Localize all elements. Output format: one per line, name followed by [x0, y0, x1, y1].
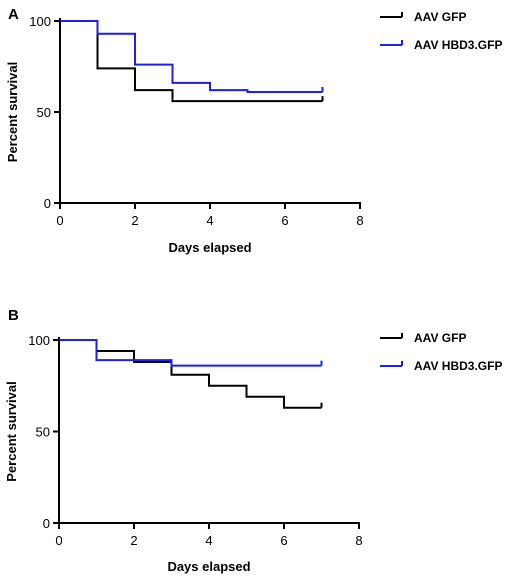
- y-tick-label: 50: [37, 105, 51, 120]
- x-tick-label: 2: [131, 213, 138, 228]
- series-line-aav-hbd3-gfp: [60, 20, 323, 93]
- y-tick-label: 100: [29, 14, 51, 29]
- y-tick-label: 50: [36, 425, 50, 440]
- x-tick-label: 0: [56, 213, 63, 228]
- x-tick-label: 0: [55, 533, 62, 548]
- series-line-aav-gfp: [60, 20, 323, 103]
- y-tick-label: 0: [43, 516, 50, 531]
- x-tick-label: 4: [205, 533, 212, 548]
- series-line-aav-hbd3-gfp: [59, 339, 322, 367]
- y-tick-label: 0: [44, 196, 51, 211]
- legend-label: AAV GFP: [414, 331, 466, 345]
- y-axis-title: Percent survival: [4, 381, 19, 481]
- y-axis-title: Percent survival: [5, 62, 20, 162]
- panel-letter: B: [8, 307, 19, 324]
- x-tick-label: 6: [280, 533, 287, 548]
- x-axis-title: Days elapsed: [167, 559, 250, 574]
- series-line-aav-gfp: [59, 339, 322, 409]
- x-tick-label: 2: [130, 533, 137, 548]
- x-tick-label: 4: [206, 213, 213, 228]
- y-tick-label: 100: [28, 333, 50, 348]
- panel-letter: A: [8, 6, 19, 23]
- legend-label: AAV HBD3.GFP: [414, 359, 502, 373]
- x-tick-label: 8: [356, 213, 363, 228]
- legend-label: AAV HBD3.GFP: [414, 38, 502, 52]
- x-tick-label: 8: [355, 533, 362, 548]
- x-axis-title: Days elapsed: [168, 240, 251, 255]
- x-tick-label: 6: [281, 213, 288, 228]
- legend-label: AAV GFP: [414, 10, 466, 24]
